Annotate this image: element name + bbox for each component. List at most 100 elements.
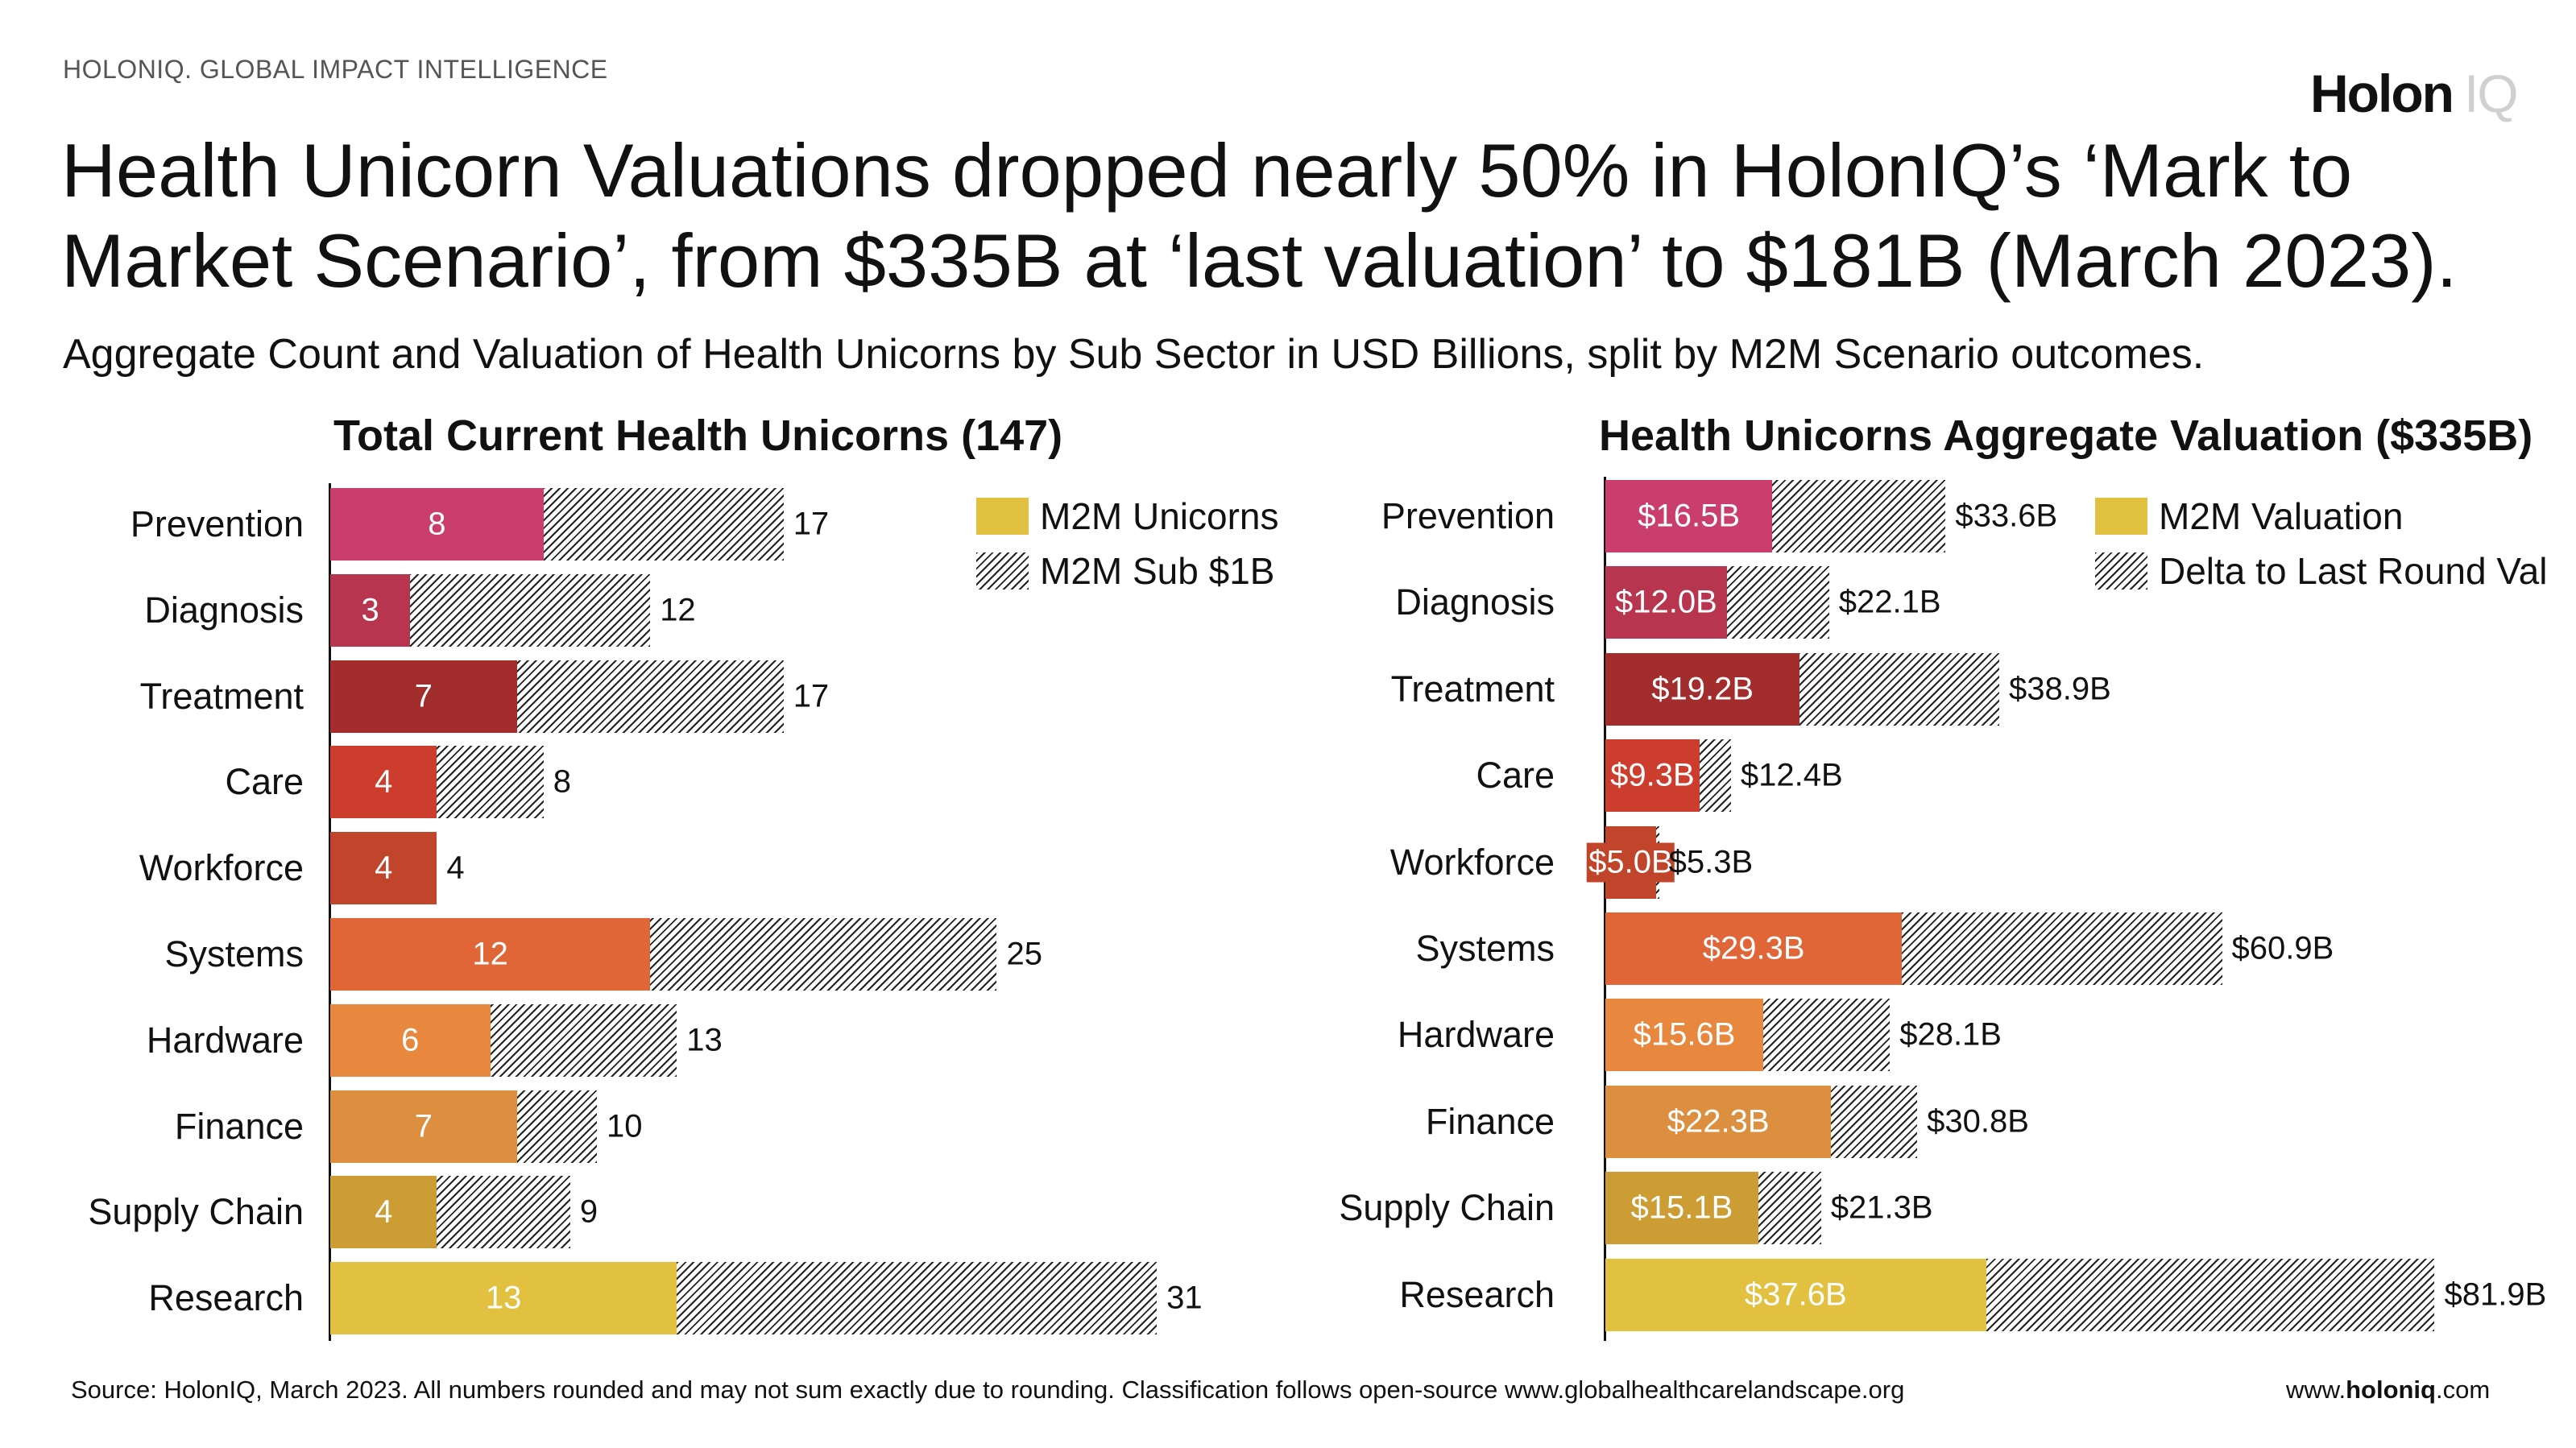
bar-hatched-delta	[1986, 1258, 2435, 1331]
bar-total-label: 31	[1166, 1280, 1203, 1316]
bar-hatched-delta	[1726, 566, 1829, 639]
bar-total-label: 17	[793, 506, 830, 542]
bar-row: $29.3B $60.9B	[1605, 912, 2334, 985]
bar-hatched-delta	[543, 488, 784, 561]
website-link[interactable]: www.holoniq.com	[2286, 1376, 2490, 1405]
category-label: Systems	[1415, 928, 1555, 969]
category-label: Prevention	[130, 503, 304, 544]
legend-swatch-hatch	[2095, 552, 2147, 590]
bar-row: $15.1B $21.3B	[1605, 1172, 1933, 1245]
bar-value-label: 7	[412, 676, 434, 717]
bar-value-label: 13	[483, 1278, 524, 1318]
bar-value-label: 4	[373, 848, 395, 888]
bar-hatched-delta	[1902, 912, 2222, 985]
site-prefix: www.	[2286, 1376, 2346, 1404]
bar-row: 3 12	[330, 573, 696, 647]
bar-total-label: $5.3B	[1668, 844, 1754, 880]
bar-row: 6 13	[330, 1003, 723, 1077]
category-label: Care	[1476, 755, 1555, 796]
holoniq-logo: Holon IQ	[2310, 63, 2519, 124]
bar-row: $19.2B $38.9B	[1605, 652, 2111, 726]
category-label: Systems	[164, 933, 304, 974]
bar-value-label: 7	[412, 1107, 434, 1147]
bar-hatched-delta	[1831, 1085, 1918, 1158]
bar-hatched-delta	[1763, 999, 1891, 1072]
category-label: Supply Chain	[88, 1191, 304, 1233]
legend-swatch-solid	[2095, 498, 2147, 535]
bar-value-label: 3	[359, 590, 381, 631]
logo-accent: IQ	[2463, 64, 2519, 123]
bar-total-label: $30.8B	[1927, 1103, 2029, 1140]
bar-total-label: $33.6B	[1955, 498, 2058, 534]
bar-value-label: $19.2B	[1650, 669, 1756, 710]
bar-row: $12.0B $22.1B	[1605, 566, 1941, 639]
bar-total-label: 8	[553, 763, 572, 800]
bar-row: $16.5B $33.6B	[1605, 480, 2057, 552]
bar-value-label: $9.3B	[1609, 755, 1696, 796]
legend-delta-last-round: Delta to Last Round Val	[2095, 549, 2547, 593]
bar-hatched-delta	[437, 746, 544, 819]
bar-value-label: 4	[373, 762, 395, 802]
category-label: Research	[1399, 1273, 1555, 1315]
bar-row: $15.6B $28.1B	[1605, 999, 2002, 1072]
bar-value-label: 12	[470, 934, 510, 974]
legend-label: Delta to Last Round Val	[2159, 550, 2548, 592]
category-label: Hardware	[1397, 1014, 1555, 1056]
bar-total-label: $12.4B	[1740, 757, 1843, 793]
bar-value-label: $15.1B	[1629, 1188, 1735, 1228]
category-label: Prevention	[1381, 495, 1555, 536]
legend-swatch-solid	[976, 498, 1029, 535]
bar-value-label: $22.3B	[1665, 1102, 1771, 1142]
bar-total-label: $81.9B	[2444, 1276, 2547, 1313]
bar-row: 12 25	[330, 918, 1042, 991]
bar-value-label: $15.6B	[1631, 1015, 1737, 1055]
bar-row: 7 10	[330, 1090, 643, 1163]
bar-total-label: 25	[1006, 936, 1043, 972]
bar-hatched-delta	[516, 1090, 597, 1163]
category-label: Research	[148, 1277, 304, 1319]
category-label: Treatment	[139, 675, 304, 717]
y-axis-line	[1604, 477, 1606, 1341]
category-label: Treatment	[1390, 668, 1555, 710]
bar-row: $37.6B $81.9B	[1605, 1258, 2546, 1331]
legend-label: M2M Valuation	[2159, 495, 2404, 537]
bar-value-label: $37.6B	[1742, 1275, 1849, 1315]
bar-hatched-delta	[516, 660, 784, 733]
bar-value-label: $12.0B	[1613, 582, 1719, 623]
legend-label: M2M Sub $1B	[1040, 550, 1275, 592]
bar-value-label: $16.5B	[1636, 496, 1742, 536]
bar-total-label: $21.3B	[1830, 1189, 1933, 1226]
bar-total-label: $60.9B	[2231, 930, 2334, 966]
legend-m2m-valuation: M2M Valuation	[2095, 494, 2403, 538]
bar-total-label: 17	[793, 678, 830, 714]
legend-m2m-unicorns: M2M Unicorns	[976, 494, 1279, 538]
bar-hatched-delta	[1799, 652, 1999, 726]
kicker: HOLONIQ. GLOBAL IMPACT INTELLIGENCE	[63, 55, 608, 84]
bar-value-label: 4	[373, 1192, 395, 1232]
bar-hatched-delta	[1758, 1172, 1821, 1245]
y-axis-line	[329, 483, 331, 1341]
right-chart-title: Health Unicorns Aggregate Valuation ($33…	[1599, 412, 2533, 460]
bar-total-label: 9	[579, 1194, 598, 1230]
category-label: Care	[225, 761, 304, 803]
bar-row: 13 31	[330, 1262, 1203, 1335]
bar-value-label: $5.0B	[1587, 842, 1675, 883]
bar-row: $5.0B $5.3B	[1587, 825, 1753, 899]
bar-total-label: $38.9B	[2008, 671, 2111, 707]
left-chart-title: Total Current Health Unicorns (147)	[333, 412, 1063, 460]
bar-hatched-delta	[1699, 739, 1731, 813]
page-title: Health Unicorn Valuations dropped nearly…	[61, 128, 2458, 303]
bar-hatched-delta	[410, 573, 651, 647]
category-label: Supply Chain	[1339, 1187, 1555, 1229]
bar-total-label: 4	[446, 850, 465, 886]
bar-row: 7 17	[330, 660, 829, 733]
category-label: Diagnosis	[144, 589, 304, 631]
category-label: Workforce	[1389, 841, 1555, 883]
category-label: Finance	[174, 1105, 304, 1147]
bar-row: 8 17	[330, 488, 829, 561]
bar-hatched-delta	[650, 918, 997, 991]
category-label: Workforce	[139, 847, 304, 889]
